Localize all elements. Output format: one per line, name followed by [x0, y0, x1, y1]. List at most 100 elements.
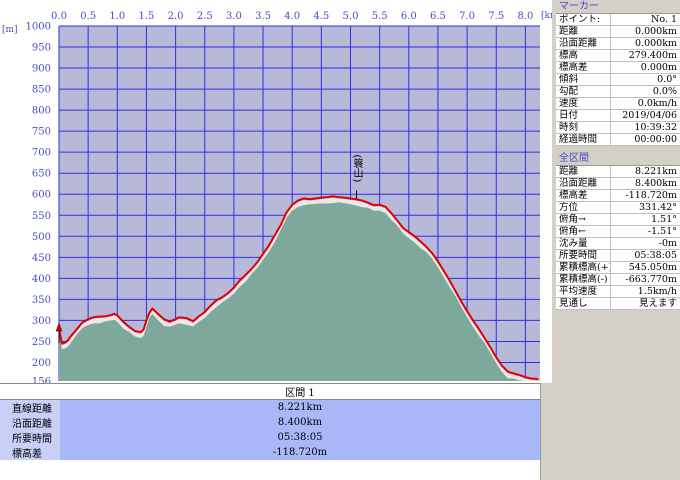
marker-value: 279.400m: [610, 49, 680, 62]
total-row[interactable]: 標高差 -118.720m: [556, 189, 680, 202]
y-tick-label: 750: [32, 127, 51, 138]
x-tick-label: 2.5: [197, 11, 213, 22]
marker-row[interactable]: 標高 279.400m: [556, 49, 680, 62]
total-row[interactable]: 所要時間 05:38:05: [556, 249, 680, 262]
summary-row: 直線距離 8.221km: [0, 399, 540, 415]
summary-label: 標高差: [0, 445, 60, 460]
y-tick-label: 550: [32, 211, 51, 222]
x-tick-label: 7.5: [488, 11, 504, 22]
marker-row[interactable]: ポイント: No. 1: [556, 14, 680, 26]
total-label: 沿面距離: [556, 177, 611, 190]
y-tick-label: 1000: [26, 22, 51, 33]
marker-label: 標高差: [556, 61, 611, 74]
total-label: 俯角→: [556, 213, 611, 226]
total-row[interactable]: 沿面距離 8.400km: [556, 177, 680, 190]
total-label: 見通し: [556, 297, 611, 310]
total-row[interactable]: 見通し 見えます: [556, 297, 680, 310]
total-value: -663.770m: [610, 273, 680, 286]
total-value: -0m: [610, 237, 680, 250]
marker-row[interactable]: 標高差 0.000m: [556, 61, 680, 74]
marker-flag: [55, 322, 63, 332]
marker-row[interactable]: 傾斜 0.0°: [556, 73, 680, 86]
y-tick-label: 350: [32, 295, 51, 306]
y-tick-label: 600: [32, 190, 51, 201]
section-header-label: 区間 1: [60, 383, 540, 400]
total-row[interactable]: 沈み量 -0m: [556, 237, 680, 250]
terrain-area: [59, 197, 539, 381]
marker-row[interactable]: 経過時間 00:00:00: [556, 133, 680, 146]
marker-value: 0.000km: [610, 25, 680, 38]
marker-value: 0.0%: [610, 85, 680, 98]
marker-value: No. 1: [610, 14, 680, 26]
summary-value: 8.400km: [60, 415, 540, 430]
summary-row: 標高差 -118.720m: [0, 445, 540, 460]
total-row[interactable]: 俯角→ 1.51°: [556, 213, 680, 226]
summary-label: 沿面距離: [0, 415, 60, 430]
marker-info-table: ポイント: No. 1 距離 0.000km 沿面距離 0.000km 標高 279.4…: [556, 14, 680, 146]
peak-annotation: (簑山): [351, 155, 363, 199]
x-tick-label: 4.5: [313, 11, 329, 22]
y-tick-label: 950: [32, 43, 51, 54]
summary-value: 05:38:05: [60, 430, 540, 445]
marker-label: 日付: [556, 109, 611, 122]
y-tick-label: 400: [32, 274, 51, 285]
total-value: 1.5km/h: [610, 285, 680, 298]
total-label: 距離: [556, 166, 611, 178]
marker-row[interactable]: 速度 0.0km/h: [556, 97, 680, 110]
x-tick-label: 4.0: [284, 11, 300, 22]
elevation-chart[interactable]: 0.0 0.5 1.0 1.5 2.0 2.5 3.0 3.5 4.0 4.5 5.0 5.5 6.0 6…: [0, 0, 552, 383]
total-row[interactable]: 距離 8.221km: [556, 166, 680, 178]
marker-row[interactable]: 時刻 10:39:32: [556, 121, 680, 134]
total-label: 沈み量: [556, 237, 611, 250]
section-summary-table: 区間 1 直線距離 8.221km 沿面距離 8.400km 所要時間 05:3…: [0, 383, 540, 460]
elevation-profile-panel: 0.0 0.5 1.0 1.5 2.0 2.5 3.0 3.5 4.0 4.5 5.0 5.5 6.0 6…: [0, 0, 552, 480]
marker-row[interactable]: 沿面距離 0.000km: [556, 37, 680, 50]
total-value: 331.42°: [610, 201, 680, 214]
total-row[interactable]: 累積標高(-) -663.770m: [556, 273, 680, 286]
y-tick-label: 650: [32, 169, 51, 180]
total-row[interactable]: 累積標高(+) 545.050m: [556, 261, 680, 274]
marker-label: 標高: [556, 49, 611, 62]
summary-label: 直線距離: [0, 399, 60, 415]
x-tick-label: 3.0: [226, 11, 242, 22]
total-label: 累積標高(+): [556, 261, 611, 274]
total-value: 8.400km: [610, 177, 680, 190]
marker-row[interactable]: 日付 2019/04/06: [556, 109, 680, 122]
x-tick-label: 6.0: [401, 11, 417, 22]
total-info-table: 距離 8.221km 沿面距離 8.400km 標高差 -118.720m 方位 331…: [556, 166, 680, 310]
x-tick-label: 8.0: [517, 11, 533, 22]
marker-value: 0.000m: [610, 61, 680, 74]
section-header-row[interactable]: 区間 1: [0, 383, 540, 400]
y-tick-label: 500: [32, 232, 51, 243]
total-row[interactable]: 方位 331.42°: [556, 201, 680, 214]
total-value: 545.050m: [610, 261, 680, 274]
y-tick-label: 700: [32, 148, 51, 159]
x-tick-label: 0.5: [80, 11, 96, 22]
total-section-title: 全区間: [556, 152, 680, 166]
marker-row[interactable]: 勾配 0.0%: [556, 85, 680, 98]
total-row[interactable]: 平均速度 1.5km/h: [556, 285, 680, 298]
x-tick-label: 3.5: [255, 11, 271, 22]
marker-label: ポイント:: [556, 14, 611, 26]
x-tick-label: 7.0: [459, 11, 475, 22]
marker-value: 2019/04/06: [610, 109, 680, 122]
x-tick-labels: 0.0 0.5 1.0 1.5 2.0 2.5 3.0 3.5 4.0 4.5 5.0 5.5 6.0 6…: [51, 11, 533, 22]
total-value: 05:38:05: [610, 249, 680, 262]
y-tick-label: 200: [32, 358, 51, 369]
start-marker[interactable]: [55, 322, 63, 344]
marker-value: 00:00:00: [610, 133, 680, 146]
y-unit-label: [m]: [2, 25, 18, 35]
summary-scrollbar[interactable]: [540, 383, 552, 480]
x-unit-label: [km]: [541, 11, 552, 21]
marker-row[interactable]: 距離 0.000km: [556, 25, 680, 38]
total-label: 標高差: [556, 189, 611, 202]
total-row[interactable]: 俯角← -1.51°: [556, 225, 680, 238]
total-label: 累積標高(-): [556, 273, 611, 286]
x-tick-label: 5.5: [372, 11, 388, 22]
summary-label: 所要時間: [0, 430, 60, 445]
total-value: 8.221km: [610, 166, 680, 178]
total-value: 見えます: [610, 297, 680, 310]
summary-row: 沿面距離 8.400km: [0, 415, 540, 430]
x-tick-label: 6.5: [430, 11, 446, 22]
total-value: 1.51°: [610, 213, 680, 226]
